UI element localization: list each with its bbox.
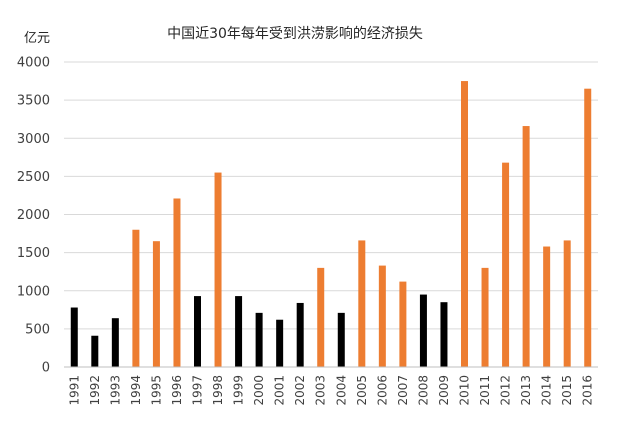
x-tick-label: 2004	[334, 375, 348, 406]
x-tick-label: 2006	[375, 375, 389, 406]
x-tick-label: 2012	[499, 375, 513, 406]
gridlines	[64, 61, 598, 330]
y-tick-label: 500	[25, 322, 50, 337]
x-tick-label: 2011	[478, 375, 492, 406]
bar	[255, 312, 263, 367]
y-tick-label: 3500	[17, 94, 50, 109]
y-tick-label: 2000	[17, 208, 50, 223]
bar	[317, 267, 325, 367]
x-tick-label: 2001	[273, 375, 287, 406]
x-tick-label: 2016	[581, 375, 595, 406]
y-tick-label: 1000	[17, 284, 50, 299]
bar	[152, 241, 160, 367]
y-tick-label: 1500	[17, 246, 50, 261]
x-tick-label: 2010	[458, 375, 472, 406]
bar	[563, 240, 571, 367]
y-tick-label: 0	[42, 361, 50, 376]
bar	[70, 307, 78, 367]
bar	[194, 296, 201, 367]
bar	[111, 318, 119, 367]
bar	[214, 172, 222, 367]
x-tick-label: 2013	[519, 375, 533, 406]
x-tick-label: 2014	[540, 375, 554, 406]
bar	[543, 246, 551, 367]
y-tick-label: 4000	[17, 56, 50, 71]
bar	[276, 319, 284, 367]
bar	[173, 198, 181, 367]
x-tick-label: 1992	[88, 375, 102, 406]
x-tick-label: 2005	[355, 375, 369, 406]
bars	[70, 81, 592, 367]
bar	[235, 296, 243, 367]
x-tick-label: 2015	[560, 375, 574, 406]
x-tick-label: 1991	[67, 375, 81, 406]
x-tick-label: 1996	[170, 375, 184, 406]
x-tick-label: 2008	[416, 375, 430, 406]
bar	[337, 312, 345, 367]
x-tick-label: 2007	[396, 375, 410, 406]
x-tick-label: 1997	[191, 375, 205, 406]
bar	[378, 265, 386, 367]
bar	[440, 302, 448, 367]
bar	[419, 294, 427, 367]
bar	[584, 88, 592, 367]
x-tick-label: 2003	[314, 375, 328, 406]
y-axis-unit: 亿元	[24, 31, 50, 46]
bar	[296, 302, 304, 367]
x-tick-label: 1993	[108, 375, 122, 406]
y-tick-label: 3000	[17, 132, 50, 147]
bar	[522, 126, 530, 367]
y-tick-label: 2500	[17, 170, 50, 185]
x-tick-label: 2002	[293, 375, 307, 406]
x-tick-label: 1999	[232, 375, 246, 406]
x-tick-label: 2000	[252, 375, 266, 406]
chart-title: 中国近30年每年受到洪涝影响的经济损失	[167, 26, 423, 42]
bar	[358, 240, 366, 367]
x-axis-ticks: 1991 1992 1993 1994 1995 1996 1997 1998 1999 2000…	[67, 375, 594, 406]
bar	[481, 267, 489, 367]
y-axis-ticks: 0 500 1000 1500 2000 2500 3000 3500 4000	[17, 56, 50, 376]
bar	[461, 81, 468, 367]
x-tick-label: 1998	[211, 375, 225, 406]
bar	[91, 335, 99, 367]
bar	[502, 162, 510, 367]
bar	[132, 229, 140, 367]
bar	[399, 281, 407, 367]
x-tick-label: 1995	[149, 375, 163, 406]
x-tick-label: 2009	[437, 375, 451, 406]
x-tick-label: 1994	[129, 375, 143, 406]
